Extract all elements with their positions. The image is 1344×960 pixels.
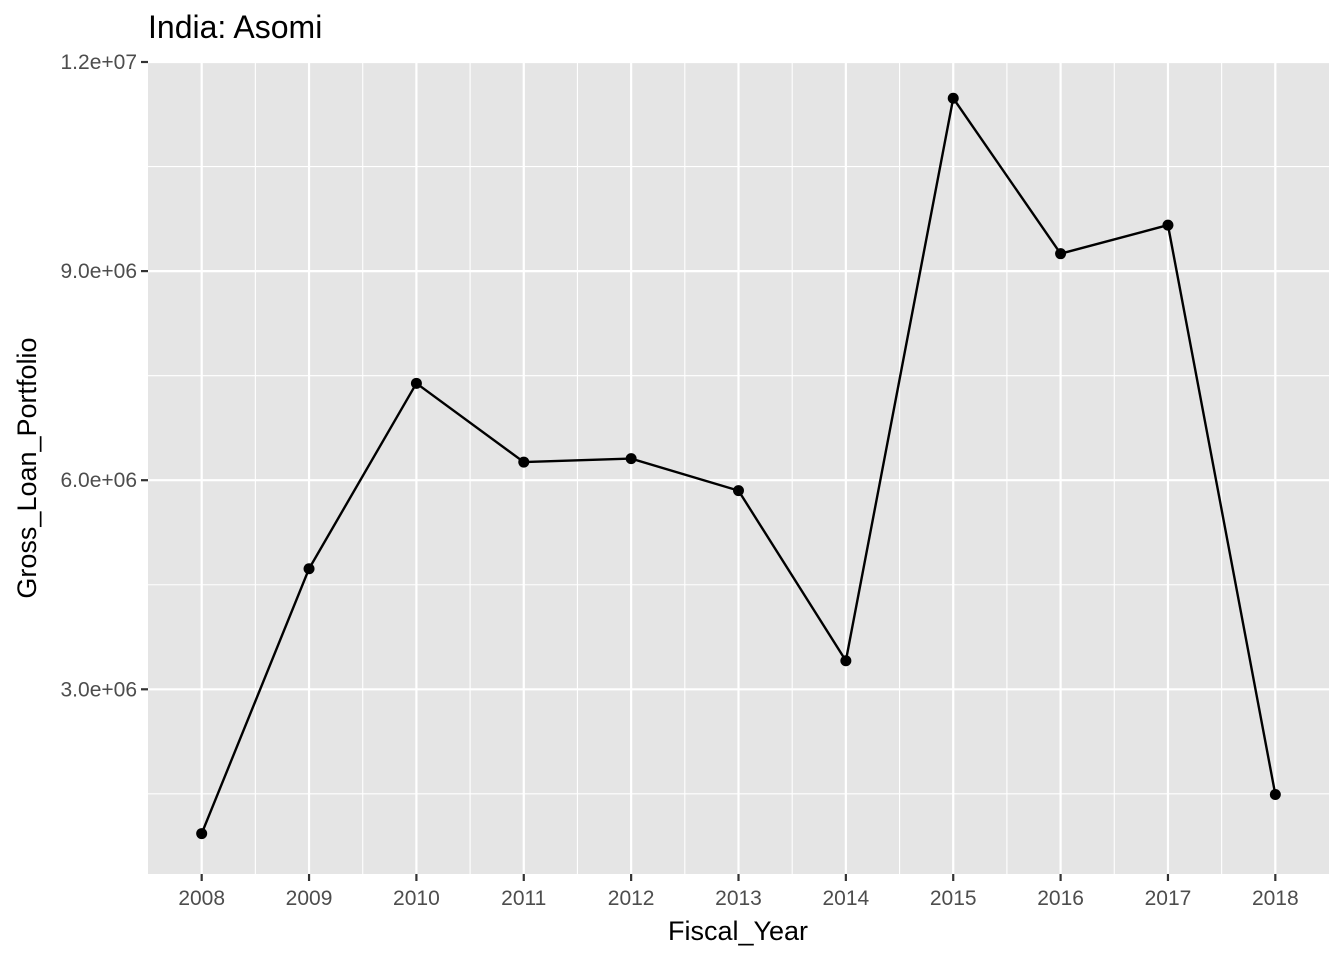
x-tick-label: 2008 bbox=[178, 887, 225, 910]
data-point bbox=[1162, 219, 1174, 231]
x-tick-label: 2009 bbox=[286, 887, 333, 910]
y-tick-label: 3.0e+06 bbox=[61, 678, 138, 701]
y-tick-label: 6.0e+06 bbox=[61, 469, 138, 492]
y-tick-label: 1.2e+07 bbox=[61, 51, 138, 74]
x-tick-label: 2015 bbox=[930, 887, 977, 910]
x-tick-label: 2011 bbox=[501, 887, 546, 910]
x-axis-title: Fiscal_Year bbox=[668, 916, 808, 946]
major-gridlines bbox=[148, 60, 1329, 874]
chart-title: India: Asomi bbox=[148, 9, 322, 45]
data-point bbox=[196, 828, 208, 840]
y-axis-title: Gross_Loan_Portfolio bbox=[12, 337, 42, 598]
x-tick-label: 2010 bbox=[393, 887, 440, 910]
data-point bbox=[625, 453, 637, 465]
x-tick-label: 2017 bbox=[1145, 887, 1192, 910]
x-tick-label: 2013 bbox=[715, 887, 762, 910]
data-point bbox=[947, 92, 959, 104]
x-tick-label: 2012 bbox=[608, 887, 655, 910]
data-point bbox=[1055, 248, 1067, 260]
data-point bbox=[733, 485, 744, 497]
data-point bbox=[1269, 789, 1281, 801]
data-point bbox=[518, 456, 530, 468]
x-tick-label: 2016 bbox=[1037, 887, 1084, 910]
y-axis-tick-labels: 3.0e+06 6.0e+06 9.0e+06 1.2e+07 bbox=[61, 51, 138, 701]
data-point bbox=[410, 377, 422, 389]
x-axis-tick-labels: 2008 2009 2010 2011 2012 2013 2014 2015 2016 2017… bbox=[178, 887, 1298, 910]
data-series bbox=[196, 92, 1281, 840]
y-tick-label: 9.0e+06 bbox=[61, 260, 138, 283]
axis-ticks bbox=[141, 60, 1277, 881]
data-point bbox=[303, 563, 315, 575]
x-tick-label: 2014 bbox=[823, 887, 870, 910]
x-tick-label: 2018 bbox=[1252, 887, 1299, 910]
data-point bbox=[840, 655, 852, 667]
